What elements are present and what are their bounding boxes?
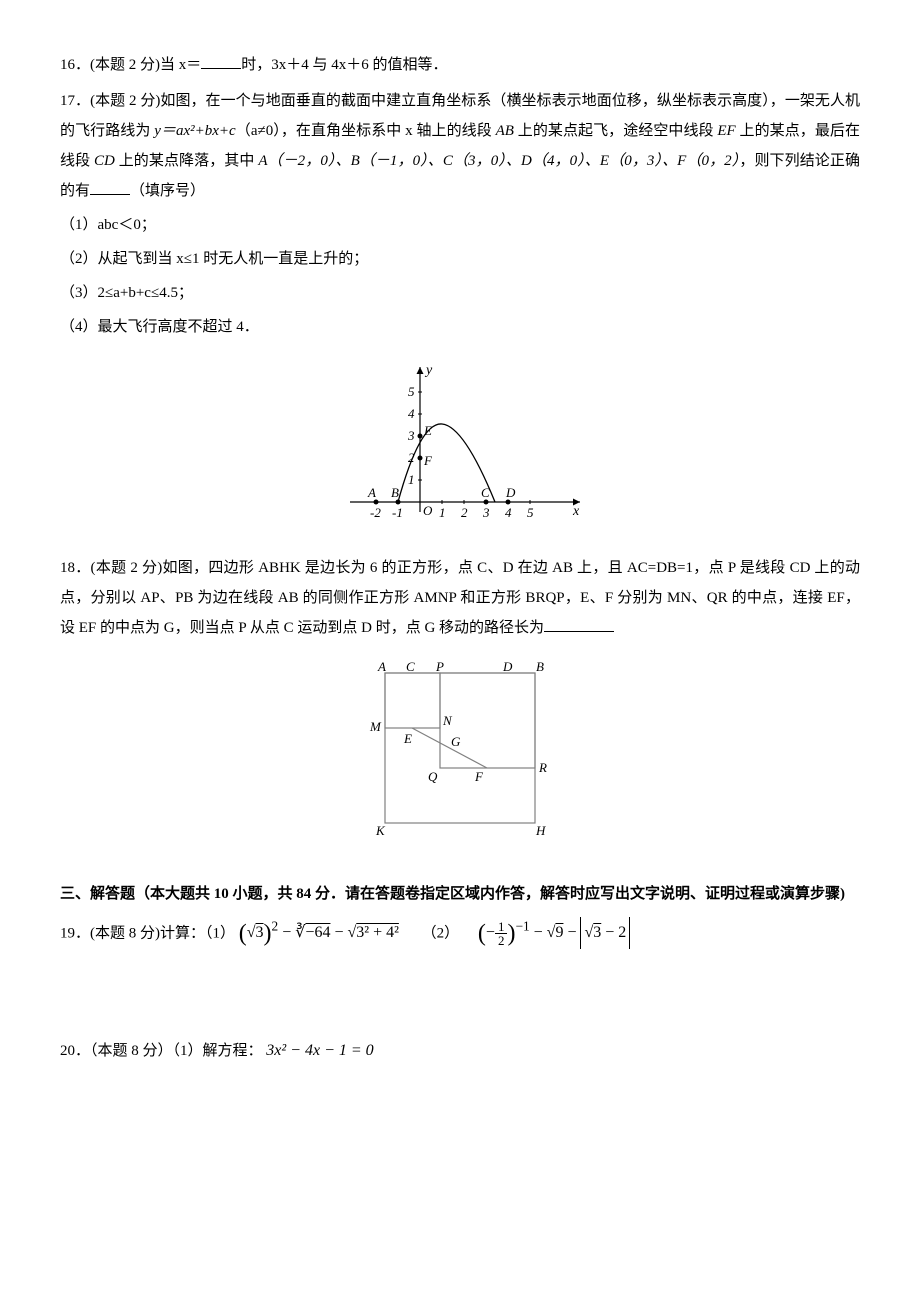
- q18-svg: A B C D P M N E G Q F R H K: [350, 653, 570, 853]
- lab-m: M: [369, 719, 382, 734]
- label-x: x: [572, 504, 580, 519]
- q17-s3: （3）2≤a+b+c≤4.5；: [60, 278, 860, 308]
- lab-f: F: [474, 769, 484, 784]
- point-d: [506, 500, 511, 505]
- q17-s1: （1）abc＜0；: [60, 210, 860, 240]
- point-a: [374, 500, 379, 505]
- q17-fill: （填序号）: [130, 183, 205, 199]
- lab-p: P: [435, 659, 444, 674]
- q17-s2: （2）从起飞到当 x≤1 时无人机一直是上升的；: [60, 244, 860, 274]
- q17-formula: y＝ax²+bx+c: [154, 123, 236, 139]
- xlabel-4: 4: [505, 505, 512, 520]
- lab-k: K: [375, 823, 386, 838]
- q19-prefix: 19．(本题 8 分)计算：（1）: [60, 925, 235, 941]
- q17-mid1: 上的某点起飞，途经空中线段: [514, 123, 717, 139]
- spacer: [60, 955, 860, 1035]
- q17-body: 17．(本题 2 分)如图，在一个与地面垂直的截面中建立直角坐标系（横坐标表示地…: [60, 86, 860, 206]
- problem-17: 17．(本题 2 分)如图，在一个与地面垂直的截面中建立直角坐标系（横坐标表示地…: [60, 86, 860, 543]
- ylabel-2: 2: [408, 450, 415, 465]
- xlabel-3: 3: [482, 505, 490, 520]
- xlabel-neg1: -1: [392, 505, 403, 520]
- lab-a: A: [377, 659, 386, 674]
- label-b: B: [391, 485, 399, 500]
- square-amnp: [385, 673, 440, 728]
- square-brqp: [440, 673, 535, 768]
- q17-mid3: 上的某点降落，其中: [115, 153, 258, 169]
- q18-text: 18．(本题 2 分)如图，四边形 ABHK 是边长为 6 的正方形，点 C、D…: [60, 560, 860, 636]
- segment-ef: [412, 728, 487, 768]
- label-c: C: [481, 485, 490, 500]
- xlabel-neg2: -2: [370, 505, 381, 520]
- q18-blank: [544, 617, 614, 632]
- lab-e: E: [403, 731, 412, 746]
- ylabel-1: 1: [408, 472, 415, 487]
- xlabel-5: 5: [527, 505, 534, 520]
- q18-body: 18．(本题 2 分)如图，四边形 ABHK 是边长为 6 的正方形，点 C、D…: [60, 553, 860, 643]
- q19-mid: （2）: [422, 925, 460, 941]
- label-e: E: [423, 423, 432, 438]
- lab-r: R: [538, 760, 547, 775]
- q17-s4: （4）最大飞行高度不超过 4．: [60, 312, 860, 342]
- problem-20: 20．（本题 8 分）（1）解方程： 3x² − 4x − 1 = 0: [60, 1035, 860, 1067]
- lab-n: N: [442, 713, 453, 728]
- ylabel-3: 3: [407, 428, 415, 443]
- q16-label: 16．(本题 2 分)当 x＝: [60, 57, 201, 73]
- q18-figure: A B C D P M N E G Q F R H K: [60, 653, 860, 864]
- lab-b: B: [536, 659, 544, 674]
- lab-c: C: [406, 659, 415, 674]
- point-f: [418, 456, 423, 461]
- problem-16: 16．(本题 2 分)当 x＝ 时，3x＋4 与 4x＋6 的值相等．: [60, 50, 860, 80]
- lab-d: D: [502, 659, 513, 674]
- section-3-title: 三、解答题（本大题共 10 小题，共 84 分．请在答题卷指定区域内作答，解答时…: [60, 882, 860, 906]
- ylabel-5: 5: [408, 384, 415, 399]
- q16-blank: [201, 54, 241, 69]
- point-e: [418, 434, 423, 439]
- xlabel-1: 1: [439, 505, 446, 520]
- label-a: A: [367, 485, 376, 500]
- q19-expr2: (−12)−1 − √9 − √3 − 2: [478, 924, 630, 941]
- lab-g: G: [451, 734, 461, 749]
- xlabel-2: 2: [461, 505, 468, 520]
- label-f: F: [423, 453, 433, 468]
- label-d: D: [505, 485, 516, 500]
- problem-18: 18．(本题 2 分)如图，四边形 ABHK 是边长为 6 的正方形，点 C、D…: [60, 553, 860, 864]
- q17-chart-svg: -2 -1 1 2 3 4 5 1 2 3 4 5 A B C D: [330, 352, 590, 532]
- q17-seg1: AB: [496, 123, 514, 139]
- q20-prefix: 20．（本题 8 分）（1）解方程：: [60, 1043, 263, 1059]
- problem-19: 19．(本题 8 分)计算：（1） (√3)2 − ∛−64 − √3² + 4…: [60, 914, 860, 949]
- point-c: [484, 500, 489, 505]
- q17-seg2: EF: [717, 123, 735, 139]
- q17-blank: [90, 180, 130, 195]
- q16-tail: 时，3x＋4 与 4x＋6 的值相等．: [241, 57, 447, 73]
- lab-h: H: [535, 823, 546, 838]
- ylabel-4: 4: [408, 406, 415, 421]
- q17-cond1: （a≠0），在直角坐标系中 x 轴上的线段: [236, 123, 496, 139]
- q17-pts: A（－2，0）、B（－1，0）、C（3，0）、D（4，0）、E（0，3）、F（0…: [258, 153, 739, 169]
- q20-eq: 3x² − 4x − 1 = 0: [266, 1042, 373, 1059]
- q17-seg3: CD: [94, 153, 115, 169]
- label-o: O: [423, 503, 433, 518]
- label-y: y: [424, 363, 433, 378]
- lab-q: Q: [428, 769, 438, 784]
- q17-figure: -2 -1 1 2 3 4 5 1 2 3 4 5 A B C D: [60, 352, 860, 543]
- q19-expr1: (√3)2 − ∛−64 − √3² + 4²: [239, 924, 403, 941]
